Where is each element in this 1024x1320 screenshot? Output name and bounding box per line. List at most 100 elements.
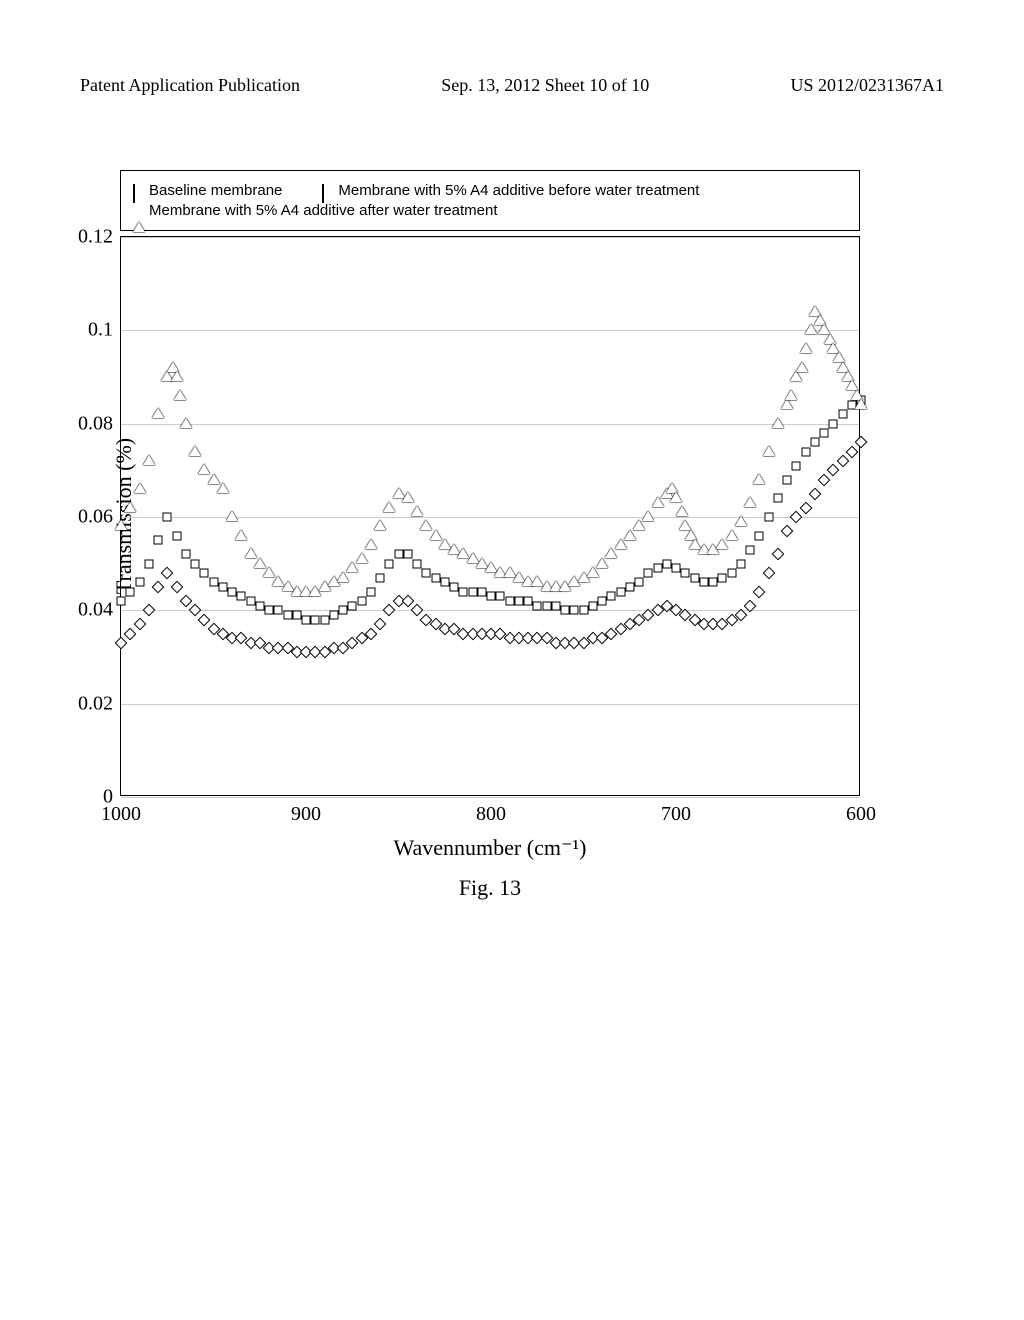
header-right: US 2012/0231367A1 — [790, 75, 944, 96]
data-point-after_water — [805, 324, 817, 334]
data-point-after_water — [124, 502, 136, 512]
data-point-baseline — [771, 548, 784, 561]
y-tick-label: 0.02 — [78, 692, 113, 715]
data-point-before_water — [255, 601, 264, 610]
data-point-baseline — [855, 436, 868, 449]
data-point-before_water — [570, 606, 579, 615]
y-tick-label: 0.06 — [78, 506, 113, 529]
data-point-after_water — [174, 390, 186, 400]
data-point-before_water — [681, 569, 690, 578]
data-point-after_water — [633, 520, 645, 530]
data-point-baseline — [124, 627, 137, 640]
chart-legend: Baseline membrane Membrane with 5% A4 ad… — [120, 170, 860, 231]
data-point-before_water — [117, 597, 126, 606]
data-point-before_water — [746, 545, 755, 554]
data-point-baseline — [401, 595, 414, 608]
plot-area: Transmission (%) Wavennumber (cm⁻¹) Fig.… — [120, 236, 860, 796]
data-point-before_water — [385, 559, 394, 568]
data-point-before_water — [644, 569, 653, 578]
data-point-after_water — [365, 539, 377, 549]
data-point-before_water — [653, 564, 662, 573]
x-tick-label: 900 — [291, 803, 321, 826]
data-point-before_water — [801, 447, 810, 456]
data-point-baseline — [790, 511, 803, 524]
data-point-after_water — [800, 343, 812, 353]
y-tick-label: 0.12 — [78, 226, 113, 249]
data-point-after_water — [411, 506, 423, 516]
data-point-before_water — [228, 587, 237, 596]
data-point-before_water — [440, 578, 449, 587]
data-point-before_water — [320, 615, 329, 624]
x-axis-title: Wavennumber (cm⁻¹) — [394, 835, 587, 861]
data-point-before_water — [237, 592, 246, 601]
data-point-before_water — [616, 587, 625, 596]
data-point-before_water — [727, 569, 736, 578]
data-point-after_water — [796, 362, 808, 372]
legend-label: Membrane with 5% A4 additive after water… — [149, 202, 498, 219]
gridline — [121, 237, 859, 238]
data-point-before_water — [838, 410, 847, 419]
data-point-before_water — [376, 573, 385, 582]
data-point-after_water — [781, 399, 793, 409]
data-point-baseline — [133, 618, 146, 631]
data-point-after_water — [624, 530, 636, 540]
figure-caption: Fig. 13 — [459, 875, 521, 901]
data-point-before_water — [755, 531, 764, 540]
header-left: Patent Application Publication — [80, 75, 300, 96]
data-point-baseline — [198, 613, 211, 626]
data-point-before_water — [126, 587, 135, 596]
data-point-after_water — [716, 539, 728, 549]
data-point-before_water — [783, 475, 792, 484]
legend-item-baseline: Baseline membrane — [133, 182, 282, 199]
y-tick-label: 0.1 — [88, 319, 113, 342]
data-point-after_water — [735, 516, 747, 526]
gridline — [121, 704, 859, 705]
data-point-after_water — [596, 558, 608, 568]
data-point-baseline — [411, 604, 424, 617]
data-point-before_water — [468, 587, 477, 596]
data-point-before_water — [329, 611, 338, 620]
data-point-before_water — [579, 606, 588, 615]
data-point-before_water — [422, 569, 431, 578]
data-point-after_water — [383, 502, 395, 512]
data-point-before_water — [403, 550, 412, 559]
data-point-baseline — [836, 455, 849, 468]
data-point-baseline — [827, 464, 840, 477]
data-point-after_water — [115, 520, 127, 530]
x-tick-label: 700 — [661, 803, 691, 826]
data-point-before_water — [144, 559, 153, 568]
data-point-after_water — [356, 553, 368, 563]
data-point-before_water — [302, 615, 311, 624]
data-point-after_water — [605, 548, 617, 558]
data-point-after_water — [235, 530, 247, 540]
data-point-before_water — [487, 592, 496, 601]
data-point-after_water — [226, 511, 238, 521]
data-point-before_water — [524, 597, 533, 606]
x-tick-label: 800 — [476, 803, 506, 826]
data-point-baseline — [189, 604, 202, 617]
data-point-before_water — [598, 597, 607, 606]
data-point-before_water — [172, 531, 181, 540]
data-point-before_water — [820, 429, 829, 438]
data-point-baseline — [152, 581, 165, 594]
data-point-before_water — [505, 597, 514, 606]
data-point-before_water — [357, 597, 366, 606]
data-point-before_water — [662, 559, 671, 568]
data-point-after_water — [180, 418, 192, 428]
data-point-baseline — [179, 595, 192, 608]
data-point-after_water — [346, 562, 358, 572]
data-point-before_water — [829, 419, 838, 428]
data-point-before_water — [218, 583, 227, 592]
data-point-before_water — [514, 597, 523, 606]
data-point-after_water — [785, 390, 797, 400]
y-tick-label: 0.04 — [78, 599, 113, 622]
data-point-before_water — [588, 601, 597, 610]
data-point-after_water — [189, 446, 201, 456]
data-point-baseline — [170, 581, 183, 594]
data-point-after_water — [855, 399, 867, 409]
data-point-before_water — [496, 592, 505, 601]
gridline — [121, 424, 859, 425]
chart-container: Baseline membrane Membrane with 5% A4 ad… — [120, 170, 860, 890]
data-point-before_water — [283, 611, 292, 620]
data-point-after_water — [374, 520, 386, 530]
